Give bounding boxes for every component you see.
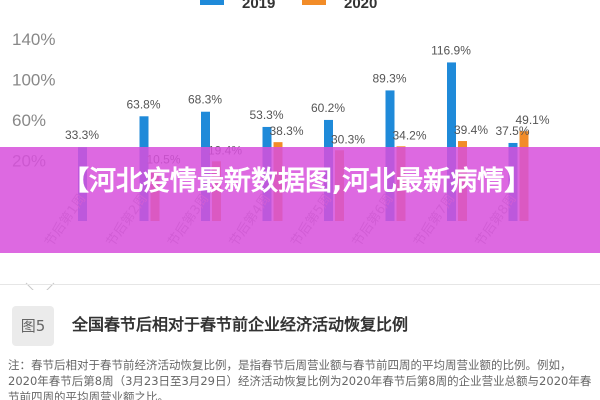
data-label-2020: 49.1%: [515, 113, 549, 127]
data-label-2020: 39.4%: [454, 123, 488, 137]
data-label-2019: 68.3%: [188, 93, 222, 107]
overlay-title: 【河北疫情最新数据图,河北最新病情】: [62, 166, 532, 197]
y-tick-label: 60%: [12, 111, 46, 130]
data-label-2019: 53.3%: [249, 108, 283, 122]
data-label-2019: 60.2%: [311, 101, 345, 115]
y-tick-label: 140%: [12, 30, 55, 49]
legend-swatch-2020: [302, 0, 326, 5]
data-label-layer: 33.3%63.8%10.5%68.3%19.4%53.3%38.3%60.2%…: [65, 43, 550, 166]
data-label-2019: 63.8%: [126, 97, 160, 111]
chevron-down-icon: [25, 282, 55, 290]
chart-legend: 2019 2020: [200, 0, 377, 12]
figure-note: 注：春节后相对于春节前经济活动恢复比例，是指春节后周营业额与春节前四周的平均周营…: [8, 358, 592, 400]
legend-swatch-2019: [200, 0, 224, 5]
overlay-banner: 【河北疫情最新数据图,河北最新病情】: [0, 147, 600, 253]
data-label-2019: 116.9%: [431, 43, 471, 57]
figure-badge: 图5: [12, 306, 54, 346]
figure-title: 全国春节后相对于春节前企业经济活动恢复比例: [72, 315, 409, 334]
data-label-2020: 34.2%: [392, 128, 426, 142]
bar-2019: [447, 62, 456, 222]
y-tick-label: 100%: [12, 71, 55, 90]
section-divider: [0, 284, 600, 285]
data-label-2019: 89.3%: [372, 71, 406, 85]
data-label-2020: 30.3%: [331, 132, 365, 146]
data-label-2019: 33.3%: [65, 128, 99, 142]
data-label-2019: 37.5%: [495, 124, 529, 138]
legend-label-2019: 2019: [242, 0, 275, 12]
data-label-2020: 38.3%: [269, 124, 303, 138]
legend-label-2020: 2020: [344, 0, 377, 12]
